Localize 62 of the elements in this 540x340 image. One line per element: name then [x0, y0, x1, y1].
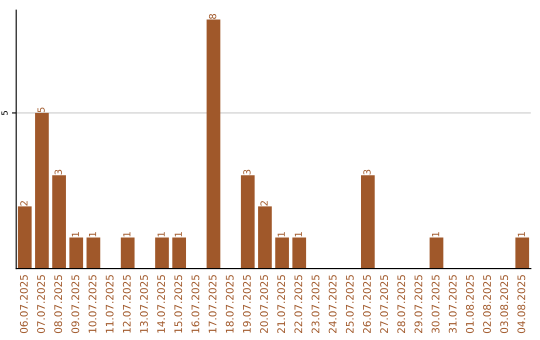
bar	[172, 237, 186, 269]
x-tick-label: 16.07.2025	[191, 275, 200, 333]
x-tick-label: 04.08.2025	[517, 275, 526, 334]
bar	[69, 237, 84, 269]
x-tick-label: 02.08.2025	[483, 275, 491, 334]
x-tick-label: 22.07.2025	[294, 275, 302, 334]
data-label: 1	[518, 232, 525, 236]
bar	[35, 112, 49, 269]
data-label: 2	[20, 201, 28, 206]
x-tick-label: 21.07.2025	[277, 275, 286, 334]
x-tick-label: 20.07.2025	[260, 275, 268, 334]
bar	[258, 206, 272, 269]
data-label: 3	[363, 170, 371, 174]
x-tick-label: 18.07.2025	[226, 275, 234, 333]
bar	[86, 237, 100, 269]
bar	[275, 237, 289, 269]
x-tick-label: 13.07.2025	[140, 275, 148, 333]
x-tick-label: 27.07.2025	[380, 275, 388, 334]
data-label: 1	[88, 232, 96, 236]
x-tick-label: 26.07.2025	[363, 275, 371, 334]
data-label: 3	[243, 170, 251, 174]
x-tick-label: 09.07.2025	[71, 275, 80, 334]
data-label: 1	[72, 232, 79, 236]
x-tick-label: 23.07.2025	[312, 275, 320, 334]
x-tick-label: 31.07.2025	[448, 275, 457, 334]
data-label: 2	[260, 201, 268, 206]
x-tick-label: 19.07.2025	[242, 275, 251, 333]
bar	[206, 20, 220, 269]
bar	[155, 237, 169, 269]
x-tick-label: 01.08.2025	[466, 275, 474, 334]
x-tick-label: 08.07.2025	[54, 275, 62, 334]
bar	[52, 175, 66, 269]
data-label: 1	[123, 232, 130, 236]
x-tick-label: 10.07.2025	[88, 275, 96, 333]
bar	[18, 206, 32, 269]
bar	[240, 175, 255, 269]
x-tick-label: 06.07.2025	[20, 275, 28, 334]
x-tick-label: 25.07.2025	[346, 275, 354, 334]
x-tick-label: 07.07.2025	[37, 275, 45, 334]
x-tick-label: 17.07.2025	[208, 275, 216, 333]
x-tick-label: 15.07.2025	[174, 275, 182, 333]
data-label: 1	[158, 232, 165, 236]
data-label: 3	[54, 170, 62, 174]
bar	[120, 237, 135, 269]
bar	[360, 175, 375, 269]
x-tick-label: 24.07.2025	[328, 275, 337, 334]
data-label: 1	[174, 232, 182, 236]
bar	[292, 237, 306, 269]
x-tick-label: 03.08.2025	[500, 275, 508, 334]
x-tick-label: 30.07.2025	[432, 275, 440, 334]
data-label: 8	[208, 14, 216, 19]
x-tick-label: 14.07.2025	[157, 275, 166, 333]
x-tick-label: 12.07.2025	[122, 275, 131, 333]
x-tick-label: 28.07.2025	[397, 275, 406, 334]
x-tick-label: 11.07.2025	[106, 275, 114, 333]
data-label: 1	[432, 232, 440, 236]
data-label: 1	[294, 232, 302, 236]
data-label: 5	[38, 108, 45, 112]
data-label: 1	[278, 232, 285, 236]
x-tick-label: 29.07.2025	[414, 275, 422, 334]
bar	[430, 237, 444, 269]
bar	[515, 237, 530, 269]
